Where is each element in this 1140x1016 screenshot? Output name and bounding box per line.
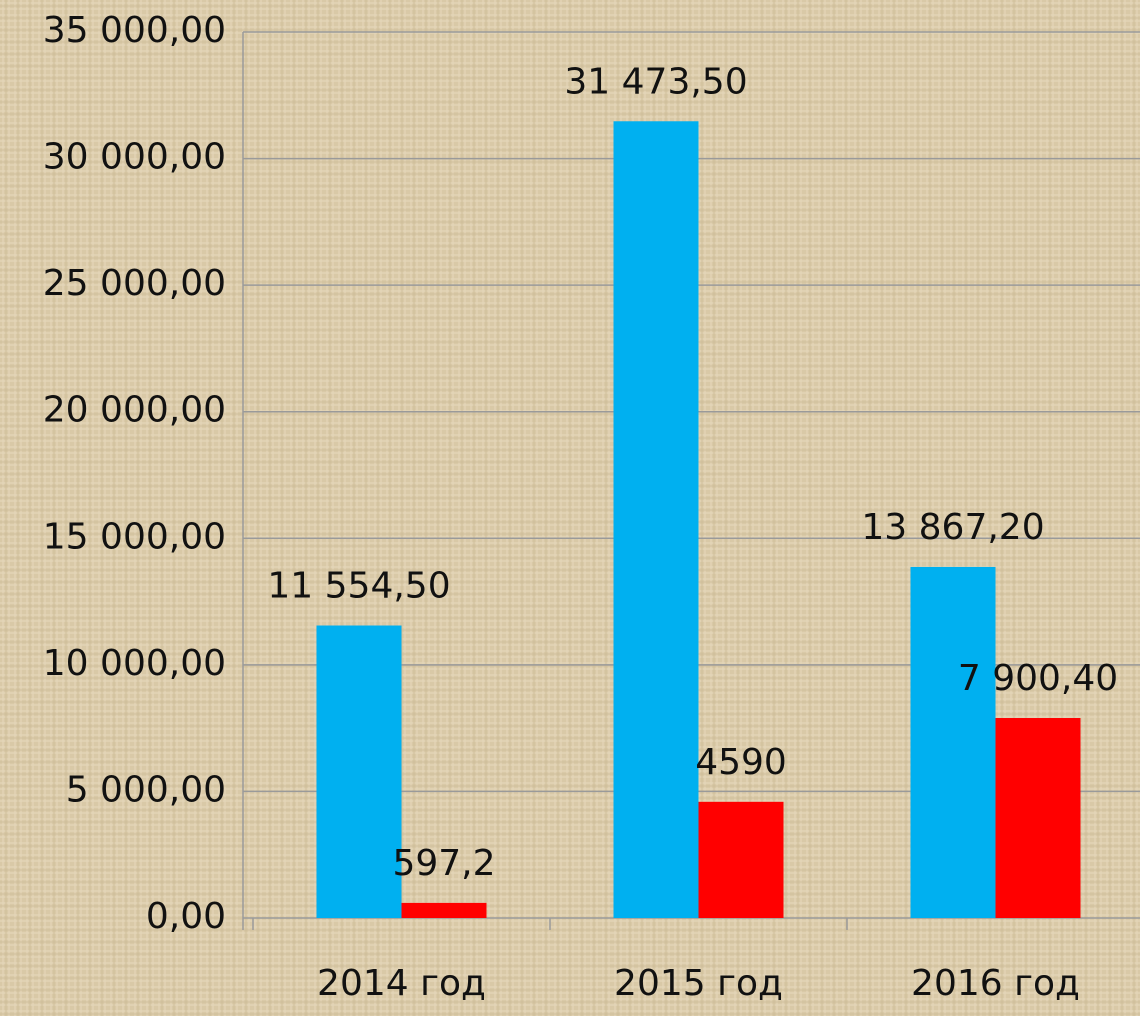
y-tick-label: 5 000,00 xyxy=(66,769,226,810)
y-tick-label: 0,00 xyxy=(146,896,226,937)
bar xyxy=(698,801,784,918)
y-tick-label: 30 000,00 xyxy=(43,137,226,178)
x-tick-label: 2014 год xyxy=(317,963,486,1004)
value-label: 7 900,40 xyxy=(958,658,1118,699)
y-tick-label: 10 000,00 xyxy=(43,643,226,684)
bar xyxy=(995,718,1081,918)
x-tick-label: 2016 год xyxy=(911,963,1080,1004)
value-label: 13 867,20 xyxy=(861,507,1044,548)
value-label: 597,2 xyxy=(392,843,495,884)
y-tick-label: 25 000,00 xyxy=(43,263,226,304)
value-label: 31 473,50 xyxy=(564,61,747,102)
bar xyxy=(910,566,996,918)
y-tick-label: 15 000,00 xyxy=(43,516,226,557)
bar xyxy=(613,121,699,919)
x-tick-label: 2015 год xyxy=(614,963,783,1004)
value-label: 4590 xyxy=(695,742,787,783)
y-tick-label: 20 000,00 xyxy=(43,390,226,431)
value-label: 11 554,50 xyxy=(267,566,450,607)
bar xyxy=(401,902,487,918)
bar xyxy=(316,625,402,918)
y-tick-label: 35 000,00 xyxy=(43,10,226,51)
